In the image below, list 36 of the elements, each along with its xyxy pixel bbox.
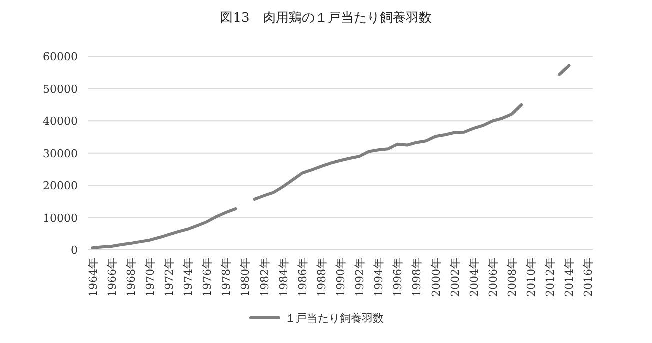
x-tick-label: 1972年 bbox=[162, 258, 176, 297]
x-tick-label: 2004年 bbox=[468, 258, 481, 297]
chart-title: 図13 肉用鶏の１戸当たり飼養羽数 bbox=[220, 11, 432, 26]
x-tick-label: 2012年 bbox=[544, 258, 558, 297]
y-tick-label: 40000 bbox=[43, 115, 78, 128]
legend-label: １戸当たり飼養羽数 bbox=[285, 312, 384, 325]
x-tick-label: 2002年 bbox=[448, 258, 462, 297]
x-tick-label: 1998年 bbox=[410, 258, 424, 297]
x-tick-label: 1978年 bbox=[220, 258, 234, 297]
x-tick-label: 1988年 bbox=[315, 258, 328, 297]
y-tick-label: 10000 bbox=[43, 212, 78, 225]
x-tick-label: 1986年 bbox=[296, 258, 310, 297]
x-tick-label: 1994年 bbox=[372, 258, 386, 297]
x-tick-label: 2008年 bbox=[506, 258, 520, 297]
y-tick-label: 0 bbox=[71, 244, 78, 257]
x-tick-label: 1964年 bbox=[86, 258, 100, 297]
x-tick-label: 1996年 bbox=[392, 258, 405, 297]
y-tick-label: 30000 bbox=[43, 147, 78, 160]
x-tick-label: 1968年 bbox=[124, 258, 138, 297]
x-tick-label: 1990年 bbox=[334, 258, 348, 297]
x-tick-label: 1982年 bbox=[258, 258, 272, 297]
x-tick-label: 2000年 bbox=[430, 258, 443, 297]
x-tick-label: 1976年 bbox=[201, 258, 214, 297]
x-tick-label: 2006年 bbox=[486, 258, 500, 297]
x-tick-label: 2014年 bbox=[563, 258, 576, 297]
x-tick-label: 2016年 bbox=[582, 258, 596, 297]
y-tick-label: 50000 bbox=[43, 82, 78, 96]
x-tick-label: 1980年 bbox=[239, 258, 252, 297]
x-tick-label: 1966年 bbox=[106, 258, 119, 297]
y-tick-label: 20000 bbox=[43, 180, 78, 193]
y-tick-label: 60000 bbox=[43, 50, 78, 64]
x-tick-label: 1992年 bbox=[354, 258, 367, 297]
x-tick-label: 1970年 bbox=[144, 258, 157, 297]
x-tick-label: 1974年 bbox=[182, 258, 196, 297]
x-tick-label: 2010年 bbox=[525, 258, 538, 297]
x-tick-label: 1984年 bbox=[277, 258, 290, 297]
